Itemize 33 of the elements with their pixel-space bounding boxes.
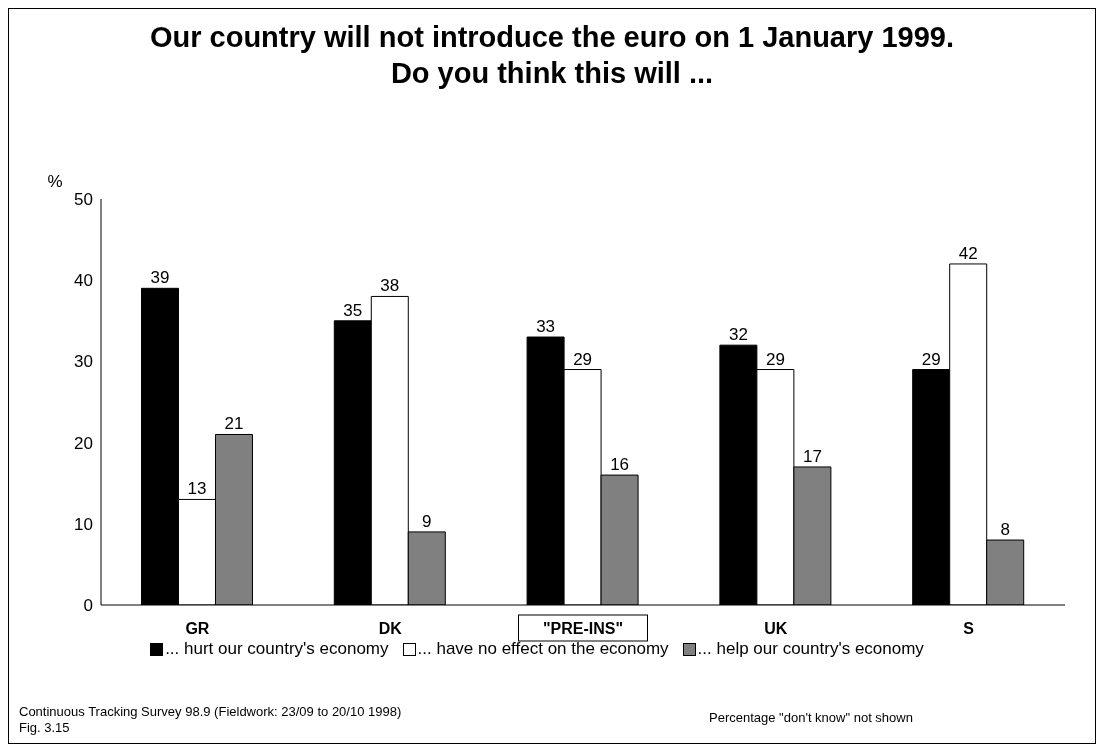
x-tick-label: GR	[185, 620, 210, 637]
data-label: 16	[610, 455, 630, 475]
chart-title: Our country will not introduce the euro on 1 January 1999. Do you think this will ...	[148, 20, 956, 91]
y-tick-label: 10	[74, 514, 93, 534]
data-label: 29	[921, 349, 941, 369]
data-label: 9	[422, 511, 432, 531]
data-label: 29	[573, 349, 593, 369]
y-tick-label: 0	[83, 596, 93, 616]
y-tick-label: 50	[74, 190, 93, 210]
x-tick-label: S	[963, 620, 975, 637]
legend-label: ... hurt our country's economy	[165, 639, 389, 659]
y-tick-label: 30	[74, 352, 93, 372]
data-label: 32	[728, 325, 748, 345]
y-axis-title: %	[47, 172, 63, 191]
data-label: 8	[1000, 520, 1010, 540]
data-label: 33	[536, 317, 556, 337]
legend-label: ... help our country's economy	[697, 639, 924, 659]
data-label: 39	[150, 268, 170, 288]
x-tick-label: UK	[764, 620, 788, 637]
data-label: 38	[380, 276, 400, 296]
data-label: 35	[343, 300, 363, 320]
x-tick-label: DK	[378, 620, 403, 637]
data-label: 17	[802, 446, 822, 466]
x-tick-label: "PRE-INS"	[542, 620, 624, 637]
data-label: 29	[765, 349, 785, 369]
y-tick-label: 40	[74, 271, 93, 291]
data-label: 21	[224, 414, 244, 434]
legend-label: ... have no effect on the economy	[417, 639, 669, 659]
text: Continuous Tracking Survey 98.9 (Fieldwork: 23/09 to 20/10 1998) Fig. 3.15	[19, 704, 402, 736]
text: Percentage "don't know" not shown	[709, 710, 913, 725]
data-label: 42	[958, 243, 978, 263]
data-label: 13	[187, 479, 207, 499]
y-tick-label: 20	[74, 433, 93, 453]
